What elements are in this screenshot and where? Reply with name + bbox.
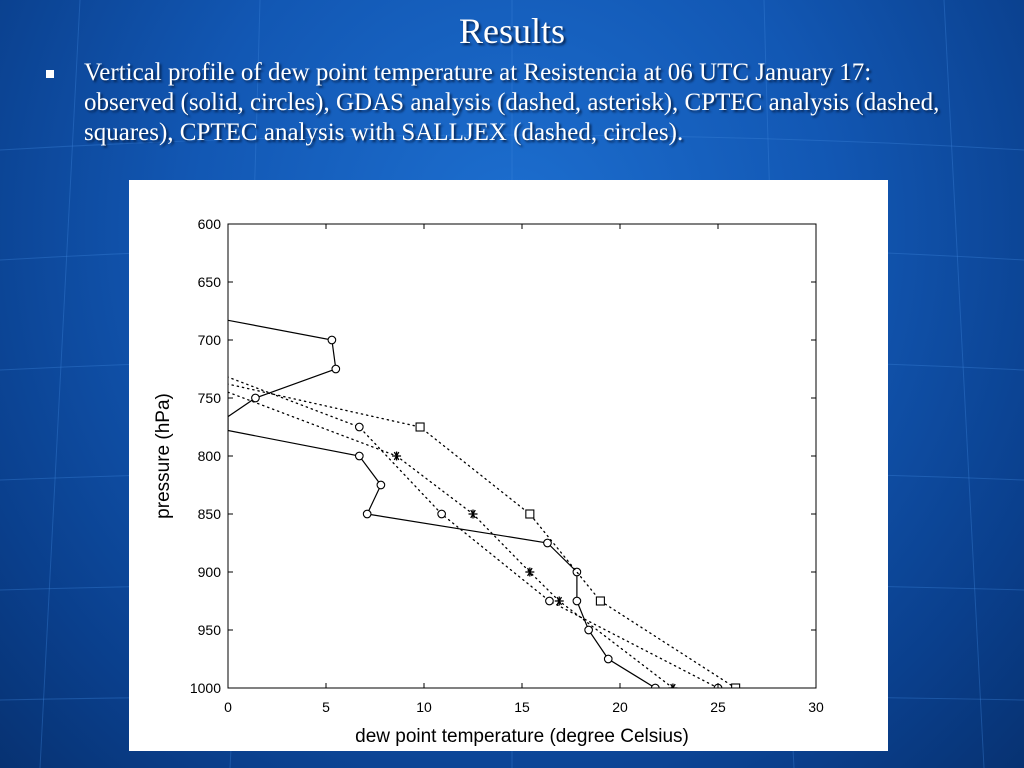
asterisk-marker — [468, 509, 478, 519]
series-2 — [228, 383, 741, 688]
square-marker — [525, 509, 535, 519]
y-tick-label: 850 — [198, 506, 222, 522]
y-tick-label: 650 — [198, 274, 222, 290]
y-tick-label: 700 — [198, 332, 222, 348]
x-tick-label: 10 — [416, 699, 432, 715]
x-axis-label: dew point temperature (degree Celsius) — [355, 726, 689, 747]
circle-marker — [437, 509, 446, 519]
circle-marker — [545, 596, 554, 606]
plot-frame — [227, 223, 817, 689]
y-axis-label: pressure (hPa) — [153, 393, 174, 519]
circle-marker — [543, 538, 552, 548]
y-tick-label: 900 — [198, 564, 222, 580]
circle-marker — [376, 480, 386, 490]
x-tick-label: 25 — [710, 699, 726, 715]
x-tick-label: 5 — [322, 699, 330, 715]
y-tick-label: 600 — [198, 216, 222, 232]
x-tick-label: 20 — [612, 699, 628, 715]
circle-marker — [572, 596, 582, 606]
bullet-text: Vertical profile of dew point temperatur… — [84, 59, 940, 146]
circle-marker — [584, 625, 593, 635]
series-line-3 — [228, 376, 719, 688]
x-tick-label: 15 — [514, 699, 530, 715]
series-line-1 — [228, 391, 674, 688]
bullet-square-icon — [46, 70, 54, 78]
series-layer — [228, 319, 741, 688]
series-0 — [228, 319, 660, 688]
y-tick-label: 950 — [198, 622, 222, 638]
circle-marker — [572, 567, 582, 577]
square-marker — [415, 422, 425, 432]
series-line-2 — [228, 383, 737, 688]
y-tick-label: 1000 — [190, 680, 221, 696]
circle-marker — [251, 393, 260, 403]
x-tick-label: 0 — [224, 699, 232, 715]
circle-marker — [650, 683, 660, 688]
series-1 — [228, 391, 678, 688]
circle-marker — [354, 451, 364, 461]
circle-marker — [362, 509, 372, 519]
circle-marker — [354, 422, 364, 432]
circle-marker — [327, 335, 337, 345]
asterisk-marker — [668, 683, 678, 688]
x-tick-label: 30 — [808, 699, 824, 715]
y-tick-label: 750 — [198, 390, 222, 406]
y-tick-label: 800 — [198, 448, 222, 464]
asterisk-marker — [554, 596, 564, 606]
asterisk-marker — [392, 451, 402, 461]
circle-marker — [331, 364, 341, 374]
asterisk-marker — [525, 567, 535, 577]
dew-point-profile-chart: 0 5 10 15 20 25 30 600 650 700 750 800 850 900 950 1000… — [153, 216, 824, 747]
slide-title: Results — [458, 11, 565, 51]
series-3 — [228, 376, 723, 688]
chart-figure: 0 5 10 15 20 25 30 600 650 700 750 800 850 900 950 1000… — [129, 180, 888, 751]
axis-layer: 0 5 10 15 20 25 30 600 650 700 750 800 850 900 950 1000 — [190, 216, 824, 715]
square-marker — [595, 596, 605, 606]
circle-marker — [603, 654, 613, 664]
square-marker — [731, 683, 741, 688]
